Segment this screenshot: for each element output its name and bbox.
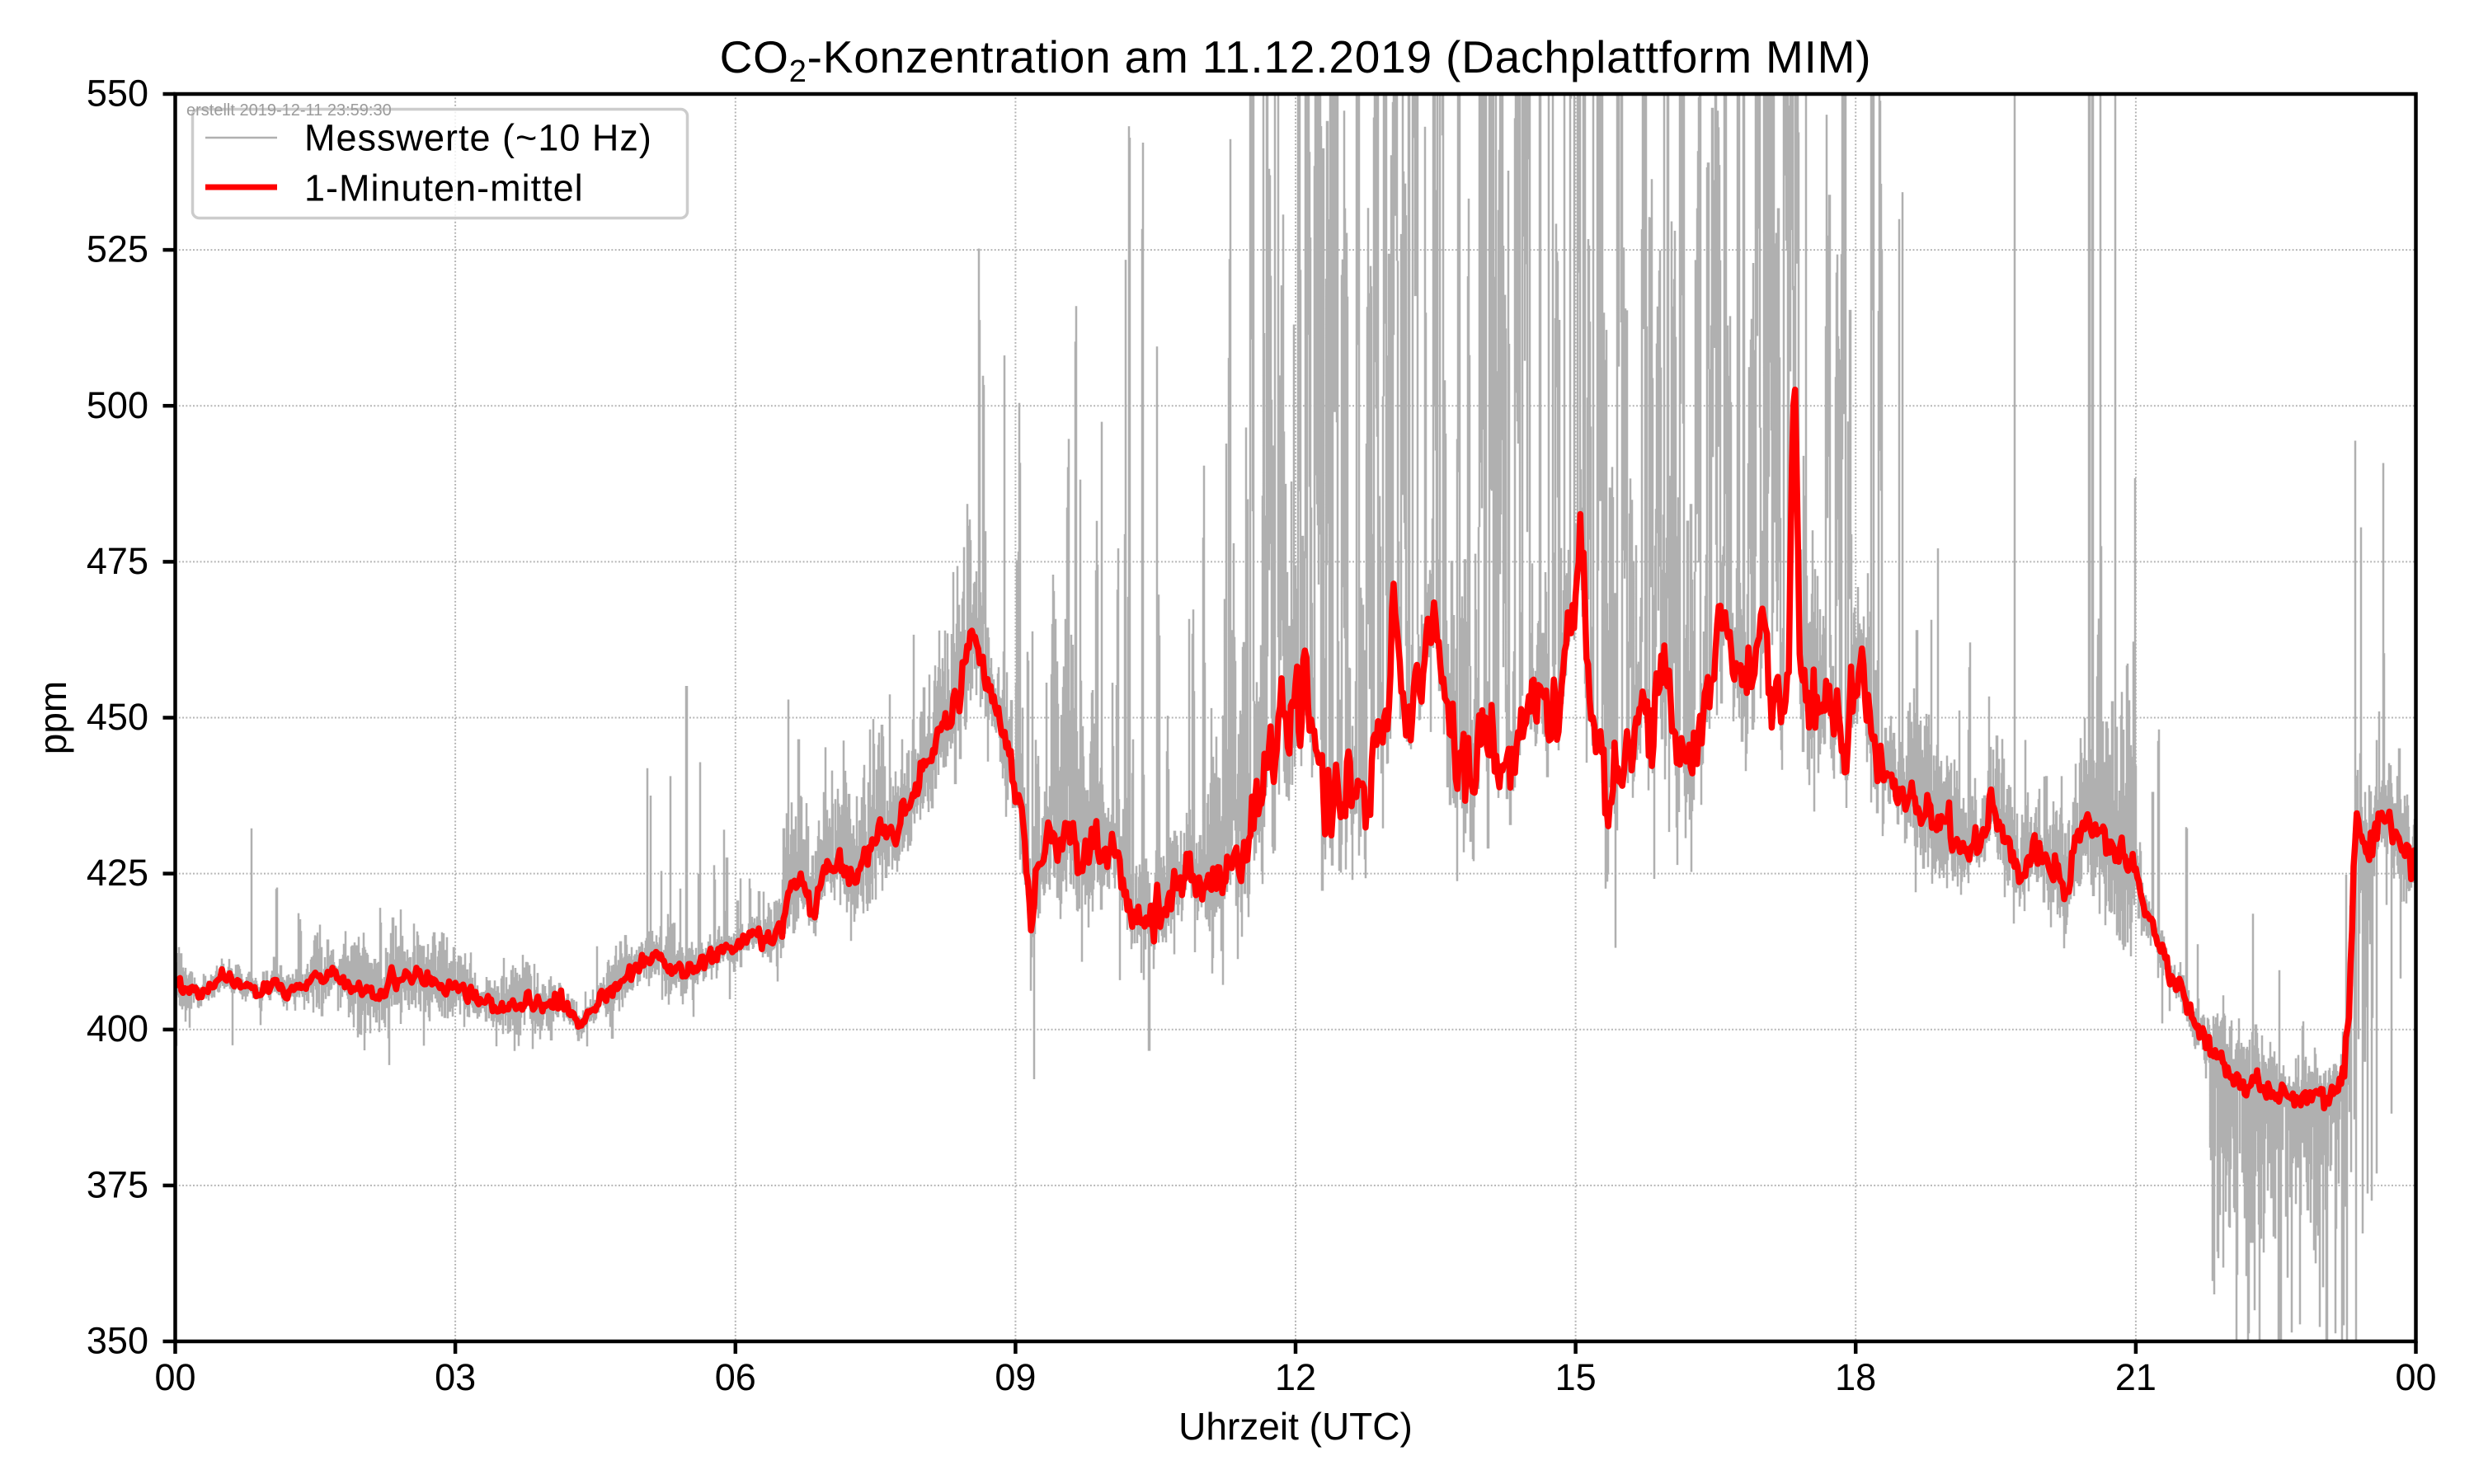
svg-text:525: 525	[87, 228, 148, 270]
svg-text:ppm: ppm	[31, 681, 74, 754]
svg-text:475: 475	[87, 540, 148, 582]
svg-text:Uhrzeit (UTC): Uhrzeit (UTC)	[1178, 1405, 1413, 1448]
svg-text:00: 00	[2395, 1356, 2436, 1398]
svg-text:21: 21	[2115, 1356, 2157, 1398]
svg-text:CO2-Konzentration am 11.12.201: CO2-Konzentration am 11.12.2019 (Dachpla…	[720, 31, 1872, 89]
svg-text:erstellt 2019-12-11 23:59:30: erstellt 2019-12-11 23:59:30	[186, 101, 392, 120]
svg-text:09: 09	[995, 1356, 1036, 1398]
svg-text:12: 12	[1275, 1356, 1316, 1398]
svg-text:1-Minuten-mittel: 1-Minuten-mittel	[304, 167, 584, 209]
svg-text:06: 06	[715, 1356, 756, 1398]
svg-text:375: 375	[87, 1163, 148, 1205]
svg-text:425: 425	[87, 852, 148, 894]
svg-text:Messwerte (~10 Hz): Messwerte (~10 Hz)	[304, 117, 652, 159]
svg-text:15: 15	[1555, 1356, 1597, 1398]
svg-text:350: 350	[87, 1320, 148, 1362]
svg-text:400: 400	[87, 1007, 148, 1050]
svg-text:18: 18	[1835, 1356, 1876, 1398]
svg-text:00: 00	[154, 1356, 195, 1398]
svg-text:550: 550	[87, 73, 148, 115]
svg-text:500: 500	[87, 384, 148, 426]
svg-text:03: 03	[435, 1356, 476, 1398]
svg-text:450: 450	[87, 696, 148, 738]
